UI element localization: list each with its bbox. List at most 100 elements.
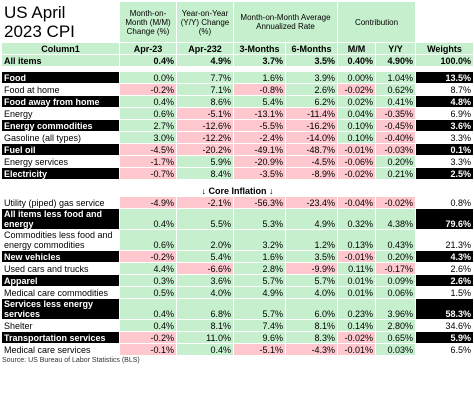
- value-cell: -0.17%: [374, 262, 417, 275]
- value-cell: 0.40%: [337, 54, 376, 67]
- value-cell: 2.8%: [233, 262, 286, 275]
- value-cell: 0.03%: [374, 343, 417, 356]
- value-cell: 0.20%: [374, 250, 417, 263]
- column-header: 3-Months: [233, 42, 286, 55]
- source: Source: US Bureau of Labor Statistics (B…: [2, 357, 140, 364]
- column-header-row: Column1 Apr-23 Apr-232 3-Months 6-Months M/M Y…: [1, 42, 474, 55]
- value-cell: 3.5%: [285, 54, 338, 67]
- row-label: Medical care services: [1, 343, 120, 356]
- value-cell: -0.04%: [337, 196, 376, 209]
- value-cell: -0.2%: [119, 250, 177, 263]
- value-cell: -4.3%: [285, 343, 338, 356]
- value-cell: 5.4%: [176, 250, 234, 263]
- value-cell: -49.1%: [233, 143, 286, 156]
- value-cell: 0.4%: [119, 319, 177, 332]
- value-cell: -0.02%: [374, 196, 417, 209]
- value-cell: 0.10%: [337, 119, 376, 132]
- column-header: Y/Y: [374, 42, 417, 55]
- value-cell: 9.6%: [233, 331, 286, 344]
- title: US April 2023 CPI: [1, 1, 120, 43]
- value-cell: -0.2%: [119, 83, 177, 96]
- value-cell: 4.4%: [119, 262, 177, 275]
- row-label: Used cars and trucks: [1, 262, 120, 275]
- row-label: Food: [1, 71, 120, 84]
- data-row: Medical care commodities 0.5% 4.0% 4.9% 4.0%…: [1, 286, 474, 299]
- value-cell: 4.8%: [415, 95, 474, 108]
- value-cell: 5.7%: [285, 274, 338, 287]
- value-cell: 79.6%: [415, 208, 474, 230]
- value-cell: 0.5%: [119, 286, 177, 299]
- row-label: Fuel oil: [1, 143, 120, 156]
- row-label: Medical care commodities: [1, 286, 120, 299]
- value-cell: 3.3%: [415, 155, 474, 168]
- row-label: Transportation services: [1, 331, 120, 344]
- value-cell: 3.6%: [176, 274, 234, 287]
- row-label: Electricity: [1, 167, 120, 180]
- row-label: New vehicles: [1, 250, 120, 263]
- value-cell: 0.41%: [374, 95, 417, 108]
- separator-row: ↓ Core Inflation ↓: [0, 184, 474, 197]
- value-cell: -0.40%: [374, 131, 417, 144]
- value-cell: 0.4%: [119, 95, 177, 108]
- value-cell: -14.0%: [285, 131, 338, 144]
- value-cell: -3.5%: [233, 167, 286, 180]
- value-cell: 4.38%: [374, 208, 417, 230]
- data-row: Food at home -0.2% 7.1% -0.8% 2.6% -0.02% 0.62…: [1, 83, 474, 96]
- row-label: Gasoline (all types): [1, 131, 120, 144]
- data-row: Electricity -0.7% 8.4% -3.5% -8.9% -0.02% 0.21…: [1, 167, 474, 180]
- value-cell: 3.9%: [285, 71, 338, 84]
- value-cell: 1.2%: [285, 229, 338, 251]
- value-cell: 0.4%: [176, 343, 234, 356]
- column-header: Apr-23: [119, 42, 177, 55]
- value-cell: 0.00%: [337, 71, 376, 84]
- data-row: Shelter 0.4% 8.1% 7.4% 8.1% 0.14% 2.80% 34.6%: [1, 319, 474, 332]
- value-cell: 6.0%: [285, 298, 338, 320]
- value-cell: 6.8%: [176, 298, 234, 320]
- value-cell: 1.6%: [233, 71, 286, 84]
- data-row: New vehicles -0.2% 5.4% 1.6% 3.5% -0.01% 0.20%…: [1, 250, 474, 263]
- value-cell: 0.10%: [337, 131, 376, 144]
- data-row: Medical care services -0.1% 0.4% -5.1% -4.3%…: [1, 343, 474, 356]
- data-row: Services less energy services 0.4% 6.8% 5.7…: [1, 298, 474, 320]
- value-cell: 8.6%: [176, 95, 234, 108]
- value-cell: 0.06%: [374, 286, 417, 299]
- value-cell: -0.02%: [337, 331, 376, 344]
- data-row: Fuel oil -4.5% -20.2% -49.1% -48.7% -0.01% -0.…: [1, 143, 474, 156]
- value-cell: 4.9%: [285, 208, 338, 230]
- value-cell: 0.09%: [374, 274, 417, 287]
- value-cell: -4.5%: [285, 155, 338, 168]
- cpi-table: US April 2023 CPI Month-on-Month (M/M) Ch…: [0, 1, 474, 356]
- value-cell: 0.11%: [337, 262, 376, 275]
- value-cell: 21.3%: [415, 229, 474, 251]
- value-cell: 0.32%: [337, 208, 376, 230]
- value-cell: 2.5%: [415, 167, 474, 180]
- value-cell: 2.6%: [285, 83, 338, 96]
- value-cell: -13.1%: [233, 107, 286, 120]
- value-cell: -4.5%: [119, 143, 177, 156]
- data-row: Transportation services -0.2% 11.0% 9.6% 8.3…: [1, 331, 474, 344]
- value-cell: 4.9%: [176, 54, 234, 67]
- all-items-row: All items 0.4% 4.9% 3.7% 3.5% 0.40% 4.90% 100.0…: [1, 54, 474, 67]
- data-row: Energy 0.6% -5.1% -13.1% -11.4% 0.04% -0.35% 6.…: [1, 107, 474, 120]
- value-cell: 0.01%: [337, 286, 376, 299]
- value-cell: 0.14%: [337, 319, 376, 332]
- value-cell: -0.8%: [233, 83, 286, 96]
- value-cell: -4.9%: [119, 196, 177, 209]
- value-cell: 100.0%: [415, 54, 474, 67]
- group-header: Month-on-Month Average Annualized Rate: [233, 1, 338, 43]
- value-cell: 2.7%: [119, 119, 177, 132]
- value-cell: 0.0%: [119, 71, 177, 84]
- value-cell: 13.5%: [415, 71, 474, 84]
- value-cell: 6.9%: [415, 107, 474, 120]
- value-cell: 11.0%: [176, 331, 234, 344]
- column-header: M/M: [337, 42, 376, 55]
- value-cell: 7.1%: [176, 83, 234, 96]
- column-header: Apr-232: [176, 42, 234, 55]
- row-label: Food at home: [1, 83, 120, 96]
- row-label: Energy commodities: [1, 119, 120, 132]
- value-cell: 2.6%: [415, 274, 474, 287]
- row-label: Energy services: [1, 155, 120, 168]
- value-cell: 8.7%: [415, 83, 474, 96]
- group-header: Year-on-Year (Y/Y) Change (%): [176, 1, 234, 43]
- data-row: Food away from home 0.4% 8.6% 5.4% 6.2% 0.02%…: [1, 95, 474, 108]
